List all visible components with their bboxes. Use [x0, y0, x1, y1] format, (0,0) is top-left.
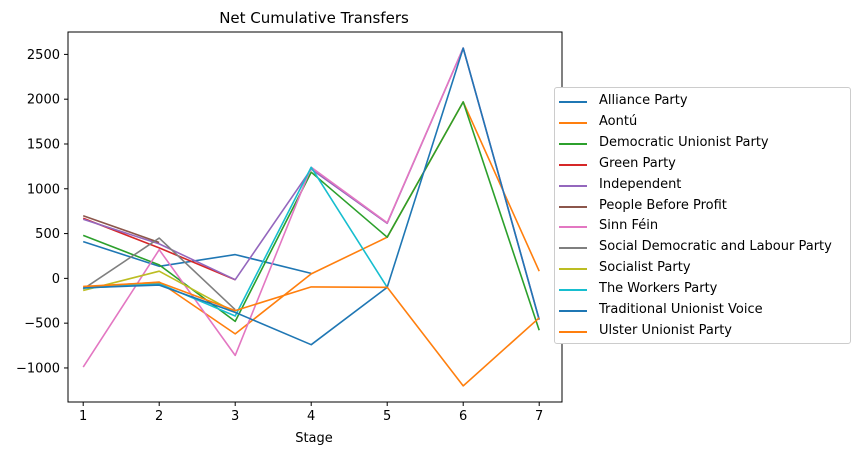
series-line — [83, 270, 236, 314]
y-tick-label: 2500 — [27, 48, 60, 63]
legend-swatch — [559, 184, 587, 187]
x-tick-label: 6 — [459, 409, 467, 424]
x-tick-label: 7 — [535, 409, 543, 424]
legend-item: Independent — [555, 176, 850, 197]
legend-item: Traditional Unionist Voice — [555, 301, 850, 322]
y-tick-label: −500 — [24, 317, 60, 332]
chart-title: Net Cumulative Transfers — [219, 9, 409, 27]
series-line — [82, 237, 236, 311]
legend-label: Traditional Unionist Voice — [599, 302, 763, 317]
legend-swatch — [559, 121, 587, 124]
legend-swatch — [559, 205, 587, 208]
series-line — [83, 101, 540, 335]
series-lines — [82, 47, 540, 387]
series-line — [82, 47, 540, 320]
y-tick-label: −1000 — [16, 361, 60, 376]
x-tick-label: 5 — [383, 409, 391, 424]
legend-item: The Workers Party — [555, 280, 850, 301]
legend-item: Social Democratic and Labour Party — [555, 238, 850, 259]
series-line — [82, 214, 160, 244]
legend-label: The Workers Party — [599, 281, 718, 297]
legend-swatch — [559, 330, 587, 333]
x-axis-ticks: 1 2 3 4 5 6 7 — [79, 402, 543, 424]
legend-item: Democratic Unionist Party — [555, 134, 850, 155]
legend-label: Ulster Unionist Party — [599, 322, 733, 338]
y-axis-ticks: −1000 −500 0 500 1000 1500 2000 2500 — [16, 48, 68, 376]
legend-label: Alliance Party — [599, 93, 688, 108]
legend-swatch — [559, 101, 587, 103]
y-tick-label: 500 — [35, 227, 60, 242]
series-line — [82, 47, 540, 368]
legend-item: Green Party — [555, 155, 850, 176]
x-tick-label: 3 — [231, 409, 239, 424]
legend-label: Aontú — [599, 113, 638, 129]
series-line — [83, 47, 540, 346]
legend-item: People Before Profit — [555, 197, 850, 218]
plot-area-frame — [67, 31, 563, 403]
series-line — [82, 240, 312, 275]
legend-swatch — [559, 310, 587, 312]
legend-label: Green Party — [599, 155, 676, 171]
series-line — [82, 101, 540, 331]
legend-item: Sinn Féin — [555, 217, 850, 238]
x-tick-label: 2 — [155, 409, 163, 424]
legend-label: Sinn Féin — [599, 218, 659, 234]
legend-label: Social Democratic and Labour Party — [599, 239, 832, 255]
legend-label: Democratic Unionist Party — [599, 134, 769, 150]
legend-swatch — [559, 289, 587, 292]
x-tick-label: 1 — [79, 409, 87, 424]
legend-label: People Before Profit — [599, 197, 727, 213]
legend-swatch — [559, 142, 587, 145]
y-tick-label: 2000 — [27, 93, 60, 108]
series-line — [83, 281, 540, 387]
legend-swatch — [559, 268, 587, 271]
legend-item: Socialist Party — [555, 259, 850, 280]
legend-item: Alliance Party — [555, 92, 850, 113]
legend: Alliance Party Aontú Democratic Unionist P… — [554, 87, 851, 344]
legend-item: Ulster Unionist Party — [555, 322, 850, 343]
x-axis-label: Stage — [295, 431, 333, 446]
y-tick-label: 1500 — [27, 137, 60, 152]
x-tick-label: 4 — [307, 409, 315, 424]
legend-item: Aontú — [555, 113, 850, 134]
y-tick-label: 1000 — [27, 182, 60, 197]
legend-label: Independent — [599, 176, 682, 192]
y-tick-label: 0 — [52, 272, 60, 287]
legend-swatch — [559, 247, 587, 250]
legend-label: Socialist Party — [599, 260, 691, 276]
legend-swatch — [559, 226, 587, 229]
legend-swatch — [559, 163, 587, 166]
